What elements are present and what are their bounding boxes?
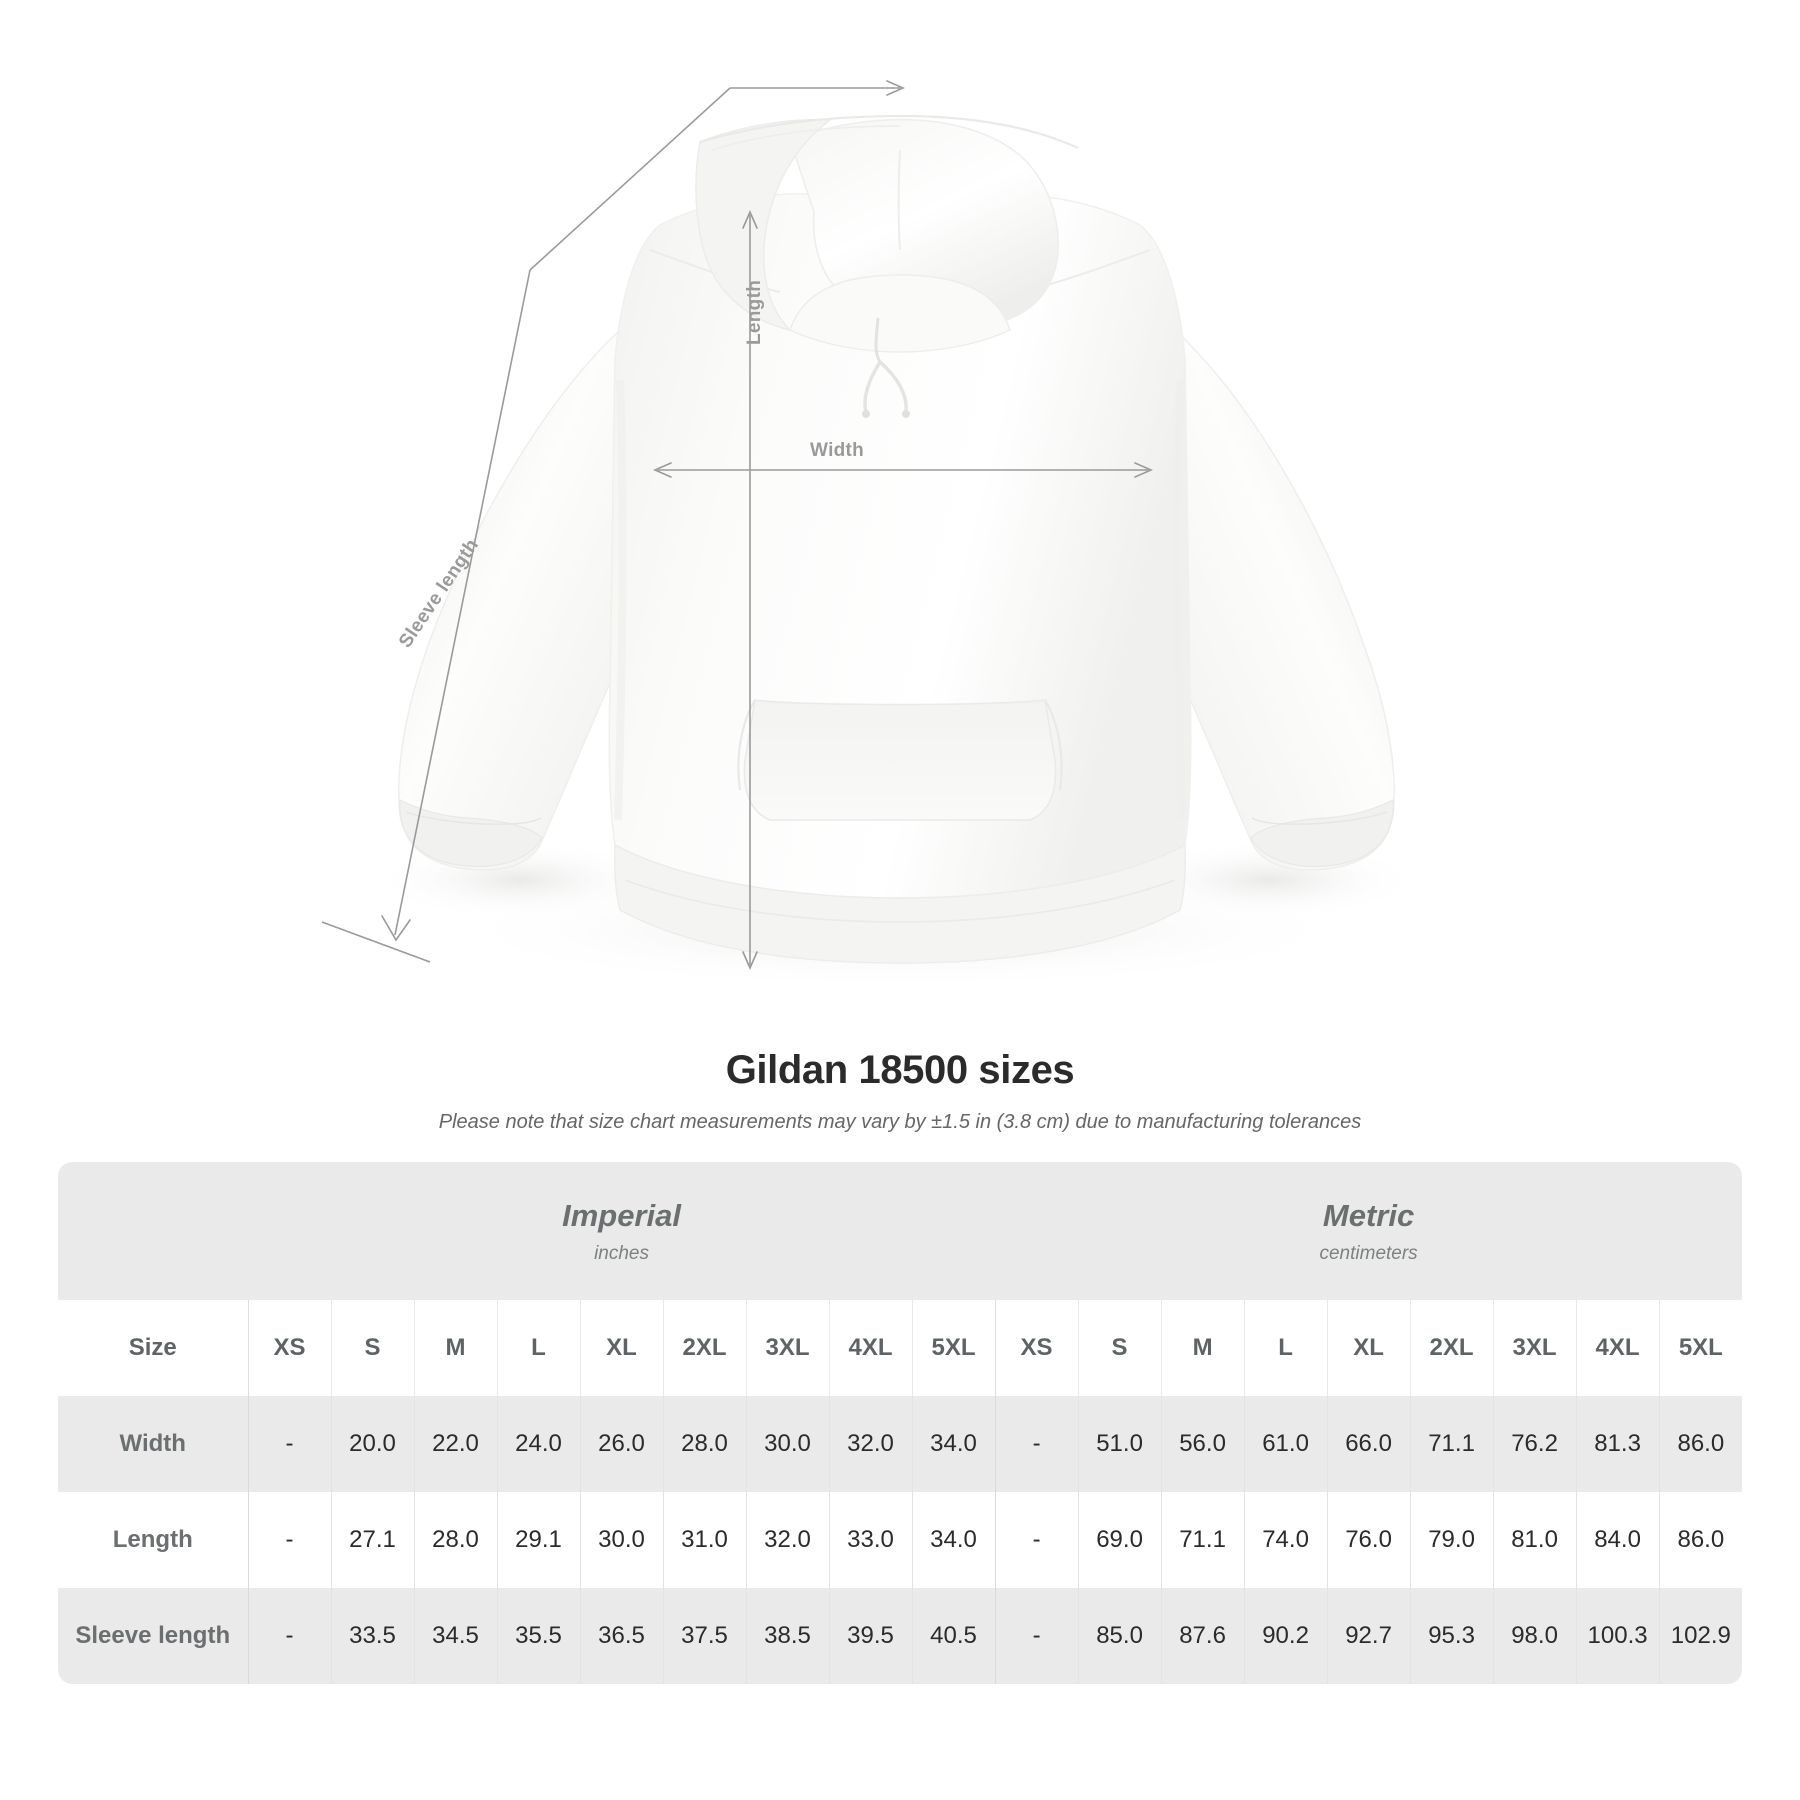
row-label-width: Width (58, 1396, 248, 1492)
size-header-label: Size (58, 1300, 248, 1396)
cell-width-imperial-l: 24.0 (496, 1396, 580, 1492)
cell-sleeve-length-metric-2xl: 95.3 (1409, 1588, 1494, 1684)
size-header-cell-imperial-2xl: 2XL (662, 1300, 746, 1396)
unit-header-metric: Metric centimeters (995, 1162, 1743, 1300)
cell-sleeve-length-metric-s: 85.0 (1077, 1588, 1162, 1684)
cell-width-metric-2xl: 71.1 (1409, 1396, 1494, 1492)
size-header-cell-metric-xs: XS (994, 1300, 1079, 1396)
cell-length-imperial-xl: 30.0 (579, 1492, 663, 1588)
row-label-length: Length (58, 1492, 248, 1588)
size-header-cell-metric-2xl: 2XL (1409, 1300, 1494, 1396)
page-title: Gildan 18500 sizes (725, 1048, 1075, 1092)
cell-length-metric-5xl: 86.0 (1658, 1492, 1743, 1588)
size-header-row: Size XS S M L XL 2XL 3XL 4XL 5XL XS S M L XL 2XL 3XL 4XL 5… (58, 1300, 1743, 1396)
cell-length-metric-4xl: 84.0 (1575, 1492, 1660, 1588)
measurement-annotations (321, 80, 1153, 970)
size-header-cell-imperial-5xl: 5XL (911, 1300, 996, 1396)
diagram-label-width: Width (810, 440, 865, 461)
cell-sleeve-length-metric-xl: 92.7 (1326, 1588, 1411, 1684)
cell-sleeve-length-imperial-l: 35.5 (496, 1588, 580, 1684)
cell-sleeve-length-imperial-xl: 36.5 (579, 1588, 663, 1684)
garment-diagram: Length Width Sleeve length (321, 80, 1420, 990)
size-header-cell-imperial-s: S (330, 1300, 414, 1396)
size-chart-table: Imperial inches Metric centimeters Size XS S M L… (58, 1162, 1743, 1684)
table-row: Length -27.1 28.0 29.1 30.0 31.0 32.0 33.0 34.0-… (58, 1492, 1743, 1588)
cell-sleeve-length-metric-m: 87.6 (1160, 1588, 1245, 1684)
cell-length-imperial-l: 29.1 (496, 1492, 580, 1588)
cell-width-imperial-2xl: 28.0 (662, 1396, 746, 1492)
diagram-label-length: Length (744, 279, 765, 345)
cell-length-metric-s: 69.0 (1077, 1492, 1162, 1588)
cell-width-metric-3xl: 76.2 (1492, 1396, 1577, 1492)
cell-width-imperial-m: 22.0 (413, 1396, 497, 1492)
cell-sleeve-length-imperial-m: 34.5 (413, 1588, 497, 1684)
cell-sleeve-length-imperial-xs: - (247, 1588, 331, 1684)
cell-length-metric-l: 74.0 (1243, 1492, 1328, 1588)
cell-width-metric-l: 61.0 (1243, 1396, 1328, 1492)
cell-sleeve-length-metric-l: 90.2 (1243, 1588, 1328, 1684)
cell-width-imperial-xl: 26.0 (579, 1396, 663, 1492)
table-row: Width -20.0 22.0 24.0 26.0 28.0 30.0 32.0 34.0-5… (58, 1396, 1743, 1492)
table-row: Sleeve length -33.5 34.5 35.5 36.5 37.5 38.5 39… (58, 1588, 1743, 1684)
cell-length-metric-3xl: 81.0 (1492, 1492, 1577, 1588)
cell-length-imperial-4xl: 33.0 (828, 1492, 912, 1588)
size-header-cell-imperial-3xl: 3XL (745, 1300, 829, 1396)
unit-name: Imperial (562, 1198, 681, 1234)
cell-width-metric-xs: - (994, 1396, 1079, 1492)
cell-sleeve-length-metric-5xl: 102.9 (1658, 1588, 1743, 1684)
cell-width-metric-s: 51.0 (1077, 1396, 1162, 1492)
size-header-cell-metric-m: M (1160, 1300, 1245, 1396)
cell-width-imperial-xs: - (247, 1396, 331, 1492)
unit-subtitle: centimeters (1319, 1242, 1418, 1264)
cell-length-imperial-m: 28.0 (413, 1492, 497, 1588)
size-chart-table-wrapper: Imperial inches Metric centimeters Size XS S M L… (58, 1162, 1743, 1684)
size-header-cell-metric-l: L (1243, 1300, 1328, 1396)
chart-heading-block: Gildan 18500 sizes Please note that size… (0, 1048, 1800, 1134)
unit-header-imperial: Imperial inches (248, 1162, 996, 1300)
cell-sleeve-length-metric-3xl: 98.0 (1492, 1588, 1577, 1684)
size-header-cell-imperial-l: L (496, 1300, 580, 1396)
cell-width-imperial-3xl: 30.0 (745, 1396, 829, 1492)
cell-length-imperial-5xl: 34.0 (911, 1492, 996, 1588)
cell-width-metric-4xl: 81.3 (1575, 1396, 1660, 1492)
cell-sleeve-length-metric-xs: - (994, 1588, 1079, 1684)
cell-length-imperial-xs: - (247, 1492, 331, 1588)
size-header-cell-metric-xl: XL (1326, 1300, 1411, 1396)
cell-length-metric-xl: 76.0 (1326, 1492, 1411, 1588)
cell-length-metric-xs: - (994, 1492, 1079, 1588)
row-label-sleeve-length: Sleeve length (58, 1588, 248, 1684)
cell-width-metric-5xl: 86.0 (1658, 1396, 1743, 1492)
cell-length-metric-2xl: 79.0 (1409, 1492, 1494, 1588)
cell-sleeve-length-imperial-3xl: 38.5 (745, 1588, 829, 1684)
unit-subtitle: inches (594, 1242, 649, 1264)
size-header-cell-imperial-m: M (413, 1300, 497, 1396)
size-header-cell-metric-4xl: 4XL (1575, 1300, 1660, 1396)
cell-width-imperial-4xl: 32.0 (828, 1396, 912, 1492)
unit-name: Metric (1322, 1198, 1415, 1234)
cell-width-metric-xl: 66.0 (1326, 1396, 1411, 1492)
unit-header-row: Imperial inches Metric centimeters (58, 1162, 1743, 1300)
unit-header-spacer (58, 1162, 248, 1300)
size-header-cell-metric-s: S (1077, 1300, 1162, 1396)
size-header-cell-metric-5xl: 5XL (1658, 1300, 1743, 1396)
cell-length-imperial-s: 27.1 (330, 1492, 414, 1588)
cell-width-metric-m: 56.0 (1160, 1396, 1245, 1492)
size-header-cell-imperial-xs: XS (247, 1300, 331, 1396)
cell-sleeve-length-imperial-2xl: 37.5 (662, 1588, 746, 1684)
cell-width-imperial-5xl: 34.0 (911, 1396, 996, 1492)
cell-sleeve-length-metric-4xl: 100.3 (1575, 1588, 1660, 1684)
size-header-cell-imperial-4xl: 4XL (828, 1300, 912, 1396)
size-header-cell-imperial-xl: XL (579, 1300, 663, 1396)
cell-sleeve-length-imperial-s: 33.5 (330, 1588, 414, 1684)
cell-sleeve-length-imperial-5xl: 40.5 (911, 1588, 996, 1684)
hoodie-illustration (370, 114, 1420, 990)
cell-width-imperial-s: 20.0 (330, 1396, 414, 1492)
cell-length-metric-m: 71.1 (1160, 1492, 1245, 1588)
cell-sleeve-length-imperial-4xl: 39.5 (828, 1588, 912, 1684)
cell-length-imperial-2xl: 31.0 (662, 1492, 746, 1588)
tolerance-note: Please note that size chart measurements… (438, 1111, 1362, 1133)
cell-length-imperial-3xl: 32.0 (745, 1492, 829, 1588)
size-header-cell-metric-3xl: 3XL (1492, 1300, 1577, 1396)
